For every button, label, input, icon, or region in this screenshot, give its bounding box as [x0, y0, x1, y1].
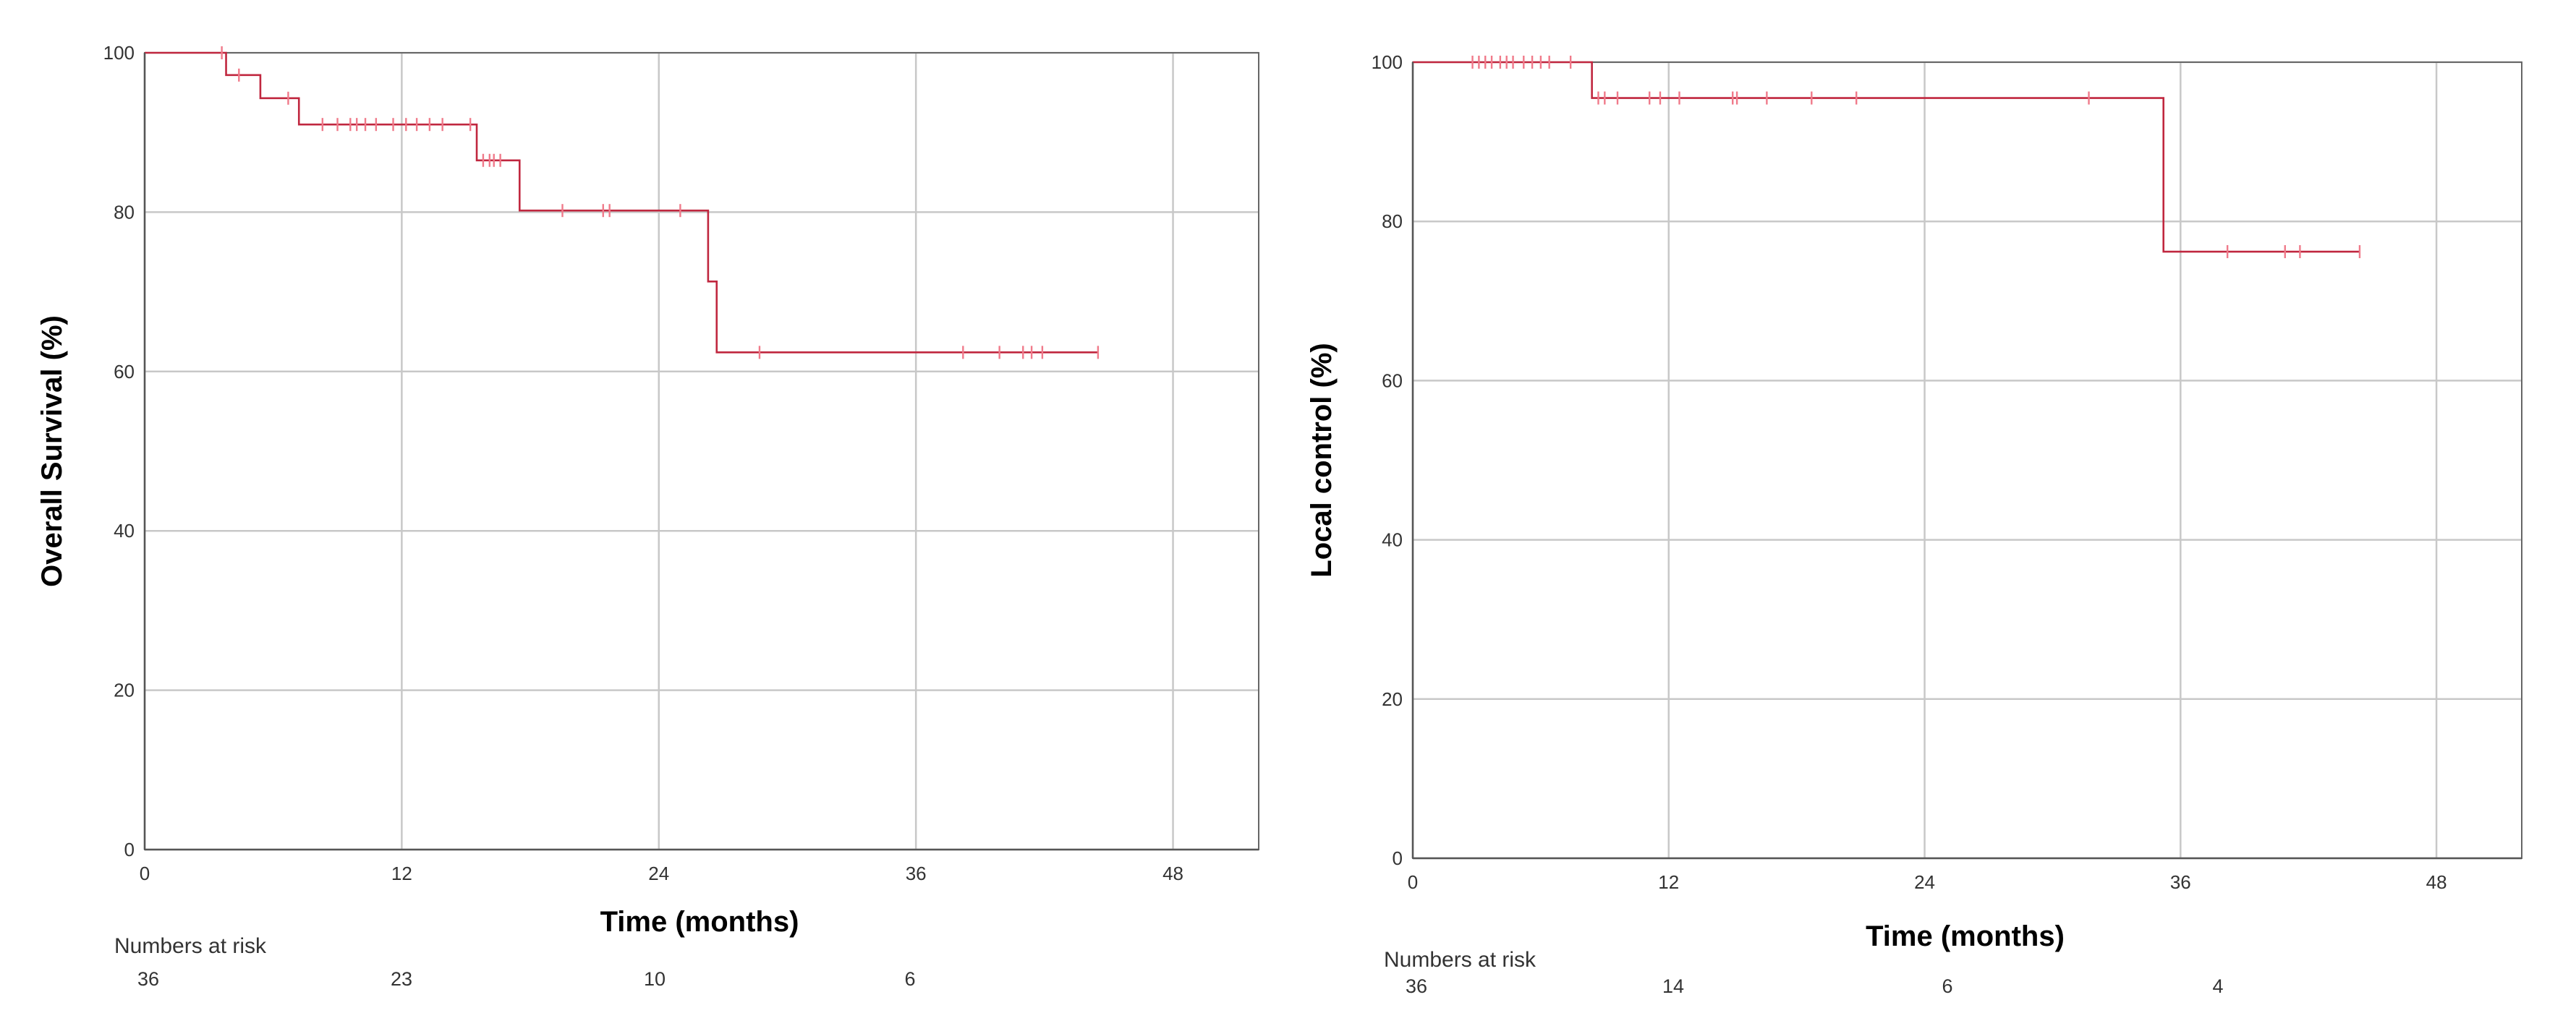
- x-tick-label: 48: [2426, 871, 2447, 893]
- risk-count: 36: [137, 968, 159, 990]
- y-tick-label: 40: [114, 520, 135, 542]
- risk-count: 23: [391, 968, 412, 990]
- y-tick-label: 60: [1382, 369, 1403, 391]
- risk-count: 10: [644, 968, 666, 990]
- x-tick-label: 24: [1914, 871, 1935, 893]
- survival-step-line: [1413, 61, 2360, 253]
- y-axis-label: Local control (%): [1306, 343, 1338, 577]
- y-tick-label: 40: [1382, 529, 1403, 551]
- y-tick-label: 20: [1382, 688, 1403, 710]
- overall-survival-chart: 0 20 40 60 80 100 0 12 24 36 48 Overall Survival (…: [36, 42, 1259, 990]
- y-tick-label: 0: [124, 839, 135, 860]
- y-tick-label: 0: [1393, 847, 1403, 869]
- axis-ticks: 0 20 40 60 80 100 0 12 24 36 48: [103, 42, 1259, 884]
- x-tick-label: 0: [140, 863, 150, 884]
- km-curve: [1413, 56, 2361, 259]
- x-axis-label: Time (months): [600, 906, 799, 938]
- risk-count: 14: [1662, 975, 1684, 997]
- x-tick-label: 36: [2170, 871, 2191, 893]
- y-tick-label: 60: [114, 361, 135, 382]
- x-tick-label: 12: [391, 863, 412, 884]
- y-tick-label: 100: [103, 42, 135, 64]
- y-tick-label: 20: [114, 680, 135, 701]
- x-tick-label: 24: [648, 863, 669, 884]
- risk-count: 36: [1406, 975, 1427, 997]
- plot-frame: [144, 52, 1259, 850]
- survival-step-line: [145, 51, 1098, 354]
- risk-count: 6: [1942, 975, 1952, 997]
- y-tick-label: 80: [1382, 210, 1403, 232]
- axis-ticks: 0 20 40 60 80 100 0 12 24 36 48: [1372, 51, 2522, 893]
- plot-frame: [1412, 61, 2522, 859]
- x-tick-label: 0: [1408, 871, 1418, 893]
- x-axis-label: Time (months): [1866, 920, 2065, 952]
- x-tick-label: 36: [906, 863, 927, 884]
- risk-table: 36 14 6 4: [1406, 975, 2224, 997]
- x-tick-label: 48: [1162, 863, 1183, 884]
- risk-table: 36 23 10 6: [137, 968, 916, 990]
- grid: [143, 51, 1259, 851]
- y-axis-label: Overall Survival (%): [36, 315, 68, 587]
- risk-count: 6: [904, 968, 915, 990]
- km-curve: [145, 46, 1100, 359]
- y-tick-label: 100: [1372, 51, 1403, 73]
- grid: [1411, 61, 2522, 860]
- risk-table-title: Numbers at risk: [1384, 948, 1536, 972]
- x-tick-label: 12: [1658, 871, 1679, 893]
- y-tick-label: 80: [114, 201, 135, 223]
- risk-count: 4: [2212, 975, 2223, 997]
- risk-table-title: Numbers at risk: [114, 934, 267, 958]
